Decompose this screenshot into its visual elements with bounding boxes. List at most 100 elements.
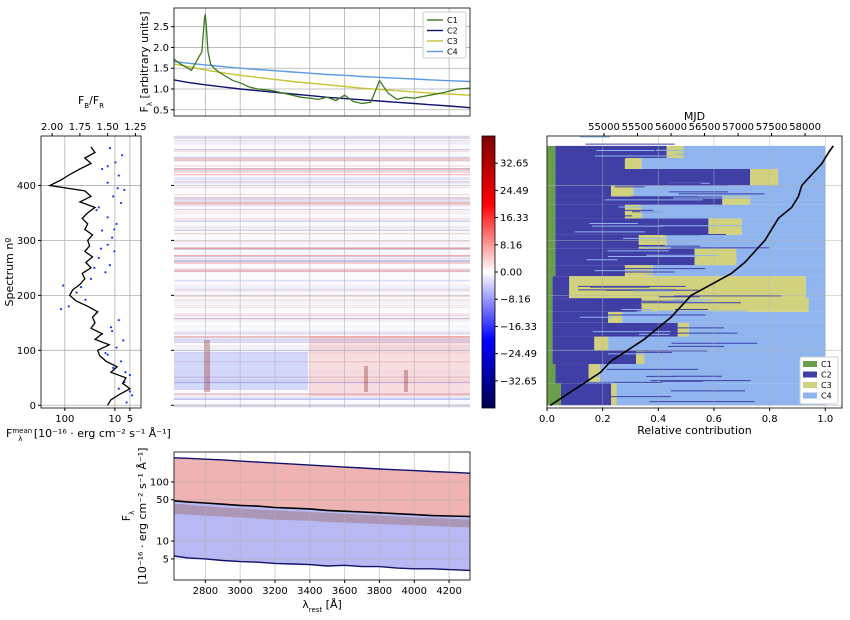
- right-bar-C4: [599, 364, 826, 384]
- left-xtick-label: 10: [108, 414, 121, 425]
- top-ytick-label: 1.5: [153, 64, 169, 75]
- top-ytick-label: 0.5: [153, 105, 169, 116]
- right-bar-C3: [608, 311, 623, 323]
- heatmap-background: [174, 136, 470, 408]
- right-frame: [546, 135, 843, 409]
- right-legend-box: [799, 356, 839, 405]
- left-ratio-dot: [124, 371, 127, 374]
- left-mean-flux-line: [47, 146, 132, 406]
- right-bar-C2: [555, 185, 612, 197]
- left-top-xtick-label: 1.50: [97, 122, 119, 133]
- right-bar-C1: [547, 322, 553, 337]
- right-bar-C3: [569, 276, 806, 299]
- right-bar-C4: [777, 168, 826, 186]
- right-bar-C2: [555, 157, 625, 169]
- left-ratio-dot: [115, 222, 118, 226]
- left-ytick-label: 0: [30, 401, 36, 412]
- left-top-xtick-label: 1.25: [124, 122, 146, 133]
- left-ratio-dot: [111, 329, 114, 333]
- top-legend-label-C1: C1: [447, 16, 458, 25]
- right-bar-C4: [666, 234, 826, 249]
- right-top-xtick-label: 58000: [789, 122, 821, 133]
- right-bar-C1: [547, 204, 556, 219]
- right-bar-C2: [555, 218, 709, 235]
- right-bar-C3: [641, 298, 809, 312]
- bottom-ylabel: Fλ: [120, 511, 136, 521]
- bottom-xtick-label: 2800: [193, 586, 218, 597]
- bottom-inner-band: [174, 503, 470, 528]
- right-top-xtick-label: 55500: [622, 122, 654, 133]
- colorbar-tick-label: −32.65: [500, 376, 537, 387]
- right-bar-C1: [547, 234, 556, 249]
- left-ratio-dot: [62, 284, 65, 287]
- left-ratio-dot: [123, 188, 126, 191]
- colorbar-tick-label: 16.33: [500, 213, 529, 224]
- right-bar-C1: [547, 185, 556, 197]
- right-mjd-curve: [549, 145, 834, 406]
- top-legend-label-C2: C2: [447, 27, 458, 36]
- top-frame: [173, 7, 471, 117]
- right-bar-C1: [547, 276, 553, 299]
- top-legend-label-C3: C3: [447, 37, 458, 46]
- left-ylabel: Spectrum nº: [3, 238, 16, 307]
- right-top-xtick-label: 56000: [655, 122, 687, 133]
- left-ratio-dot: [131, 394, 134, 397]
- top-series-C1: [173, 14, 471, 105]
- right-bar-C4: [641, 157, 826, 169]
- colorbar-tick-label: −16.33: [500, 322, 537, 333]
- left-ratio-dot: [116, 187, 119, 190]
- colorbar: [481, 135, 496, 409]
- right-bar-C1: [547, 248, 556, 266]
- right-bar-C1: [547, 145, 556, 158]
- bottom-ylabel-unit: [10⁻¹⁶ · erg cm⁻² s⁻¹ Å⁻¹]: [136, 448, 149, 585]
- bottom-xlabel: λrest [Å]: [302, 598, 342, 614]
- left-ratio-dot: [108, 264, 111, 267]
- left-ratio-dot: [108, 146, 111, 150]
- left-ratio-dot: [122, 339, 125, 342]
- heatmap-blue-block: [174, 352, 308, 390]
- right-bar-C2: [555, 265, 625, 277]
- bottom-mean-line: [173, 500, 471, 518]
- left-ytick-label: 300: [17, 236, 36, 247]
- left-ratio-dot: [75, 291, 78, 294]
- left-ratio-dot: [128, 390, 131, 393]
- right-xtick-label: 1.0: [817, 414, 833, 425]
- left-ratio-dot: [112, 366, 115, 369]
- right-bar-C4: [652, 265, 826, 277]
- right-top-xtick-label: 57500: [756, 122, 788, 133]
- left-ratio-dot: [114, 161, 117, 164]
- left-top-xtick-label: 2.00: [41, 122, 63, 133]
- heatmap-emission-streak: [204, 340, 210, 392]
- top-ylabel: Fλ [arbitrary units]: [138, 11, 154, 112]
- right-xlabel: Relative contribution: [637, 424, 752, 437]
- right-legend-label-C4: C4: [821, 392, 832, 401]
- bottom-upper-area: [174, 457, 470, 517]
- bottom-xtick-label: 3600: [332, 586, 357, 597]
- right-legend-swatch-C4: [803, 392, 817, 399]
- right-bar-C1: [547, 265, 556, 277]
- colorbar-tick-label: −24.49: [500, 349, 537, 360]
- right-bar-C2: [555, 364, 589, 384]
- left-ratio-dot: [115, 346, 118, 349]
- left-ratio-dot: [111, 236, 114, 239]
- left-ratio-dot: [119, 201, 123, 205]
- right-bar-C1: [547, 298, 553, 312]
- right-bar-C4: [641, 204, 826, 219]
- right-bar-C3: [708, 218, 742, 235]
- bottom-xtick-label: 4000: [402, 586, 427, 597]
- right-bar-C4: [808, 298, 826, 312]
- left-ratio-dot: [101, 229, 104, 232]
- left-ratio-dot: [106, 181, 109, 184]
- right-bar-C1: [547, 168, 556, 186]
- colorbar-panel: 32.65 24.49 16.33 8.16 0.00 −8.16 −16.33 −24.49…: [481, 135, 537, 409]
- bottom-xtick-label: 4200: [436, 586, 461, 597]
- bottom-ytick-label: 5: [163, 554, 169, 565]
- left-ratio-dot: [79, 286, 83, 289]
- bottom-frame: [173, 451, 471, 581]
- top-series-C4: [173, 60, 471, 83]
- right-bar-C3: [722, 196, 751, 205]
- heatmap-red-block: [310, 336, 470, 396]
- right-bar-C3: [750, 168, 778, 186]
- top-legend-label-C4: C4: [447, 48, 458, 57]
